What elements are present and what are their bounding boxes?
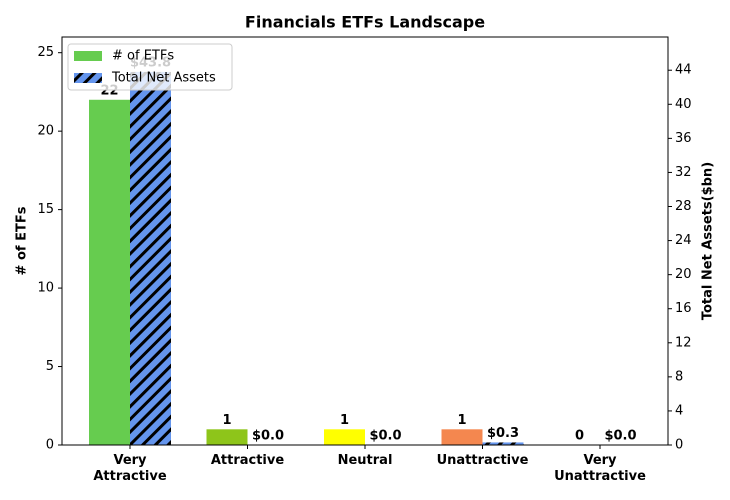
bar-label: $0.0 [604,429,636,444]
x-tick-label: Attractive [210,453,285,468]
y2-tick-label: 44 [675,63,692,78]
x-tick-label: Unattractive [436,453,529,468]
y-tick-label: 5 [46,359,54,374]
y2-tick-label: 40 [675,97,692,112]
y-tick-label: 0 [46,438,54,453]
legend-swatch [74,51,102,61]
bar [324,429,365,445]
legend-label: Total Net Assets [111,71,216,86]
y-axis-label: # of ETFs [15,206,30,275]
y2-tick-label: 16 [675,301,692,316]
plot-frame [61,36,669,446]
y2-tick-label: 28 [675,199,692,214]
y2-tick-label: 4 [675,403,683,418]
bar-label: 0 [575,429,584,444]
y2-tick-label: 32 [675,165,692,180]
bar-label: $0.3 [487,426,519,441]
x-tick-label: Very Attractive [93,453,167,484]
chart-title: Financials ETFs Landscape [245,13,485,32]
legend-box [67,43,233,91]
legend-label: # of ETFs [112,49,174,64]
bar-label: 1 [340,413,349,428]
bar [441,429,483,445]
y2-tick-label: 12 [675,335,692,350]
y-tick-label: 10 [37,281,54,296]
bar [482,442,524,445]
y2-axis-label: Total Net Assets($bn) [701,162,716,320]
y-tick-label: 20 [37,124,54,139]
bar-label: 1 [457,413,466,428]
bar [206,429,248,445]
y2-tick-label: 24 [675,233,692,248]
bar-label: $0.0 [369,429,401,444]
y2-tick-label: 36 [675,131,692,146]
y-tick-label: 15 [37,202,54,217]
x-tick-label: Very Unattractive [554,453,646,484]
y2-tick-label: 0 [675,438,683,453]
bar-label: 1 [222,413,231,428]
legend-swatch [74,73,102,83]
bar [130,71,171,445]
y2-tick-label: 20 [675,267,692,282]
y2-tick-label: 8 [675,369,683,384]
y-tick-label: 25 [37,45,54,60]
bar-label: $0.0 [252,429,284,444]
x-tick-label: Neutral [337,453,393,468]
bar [89,99,130,446]
